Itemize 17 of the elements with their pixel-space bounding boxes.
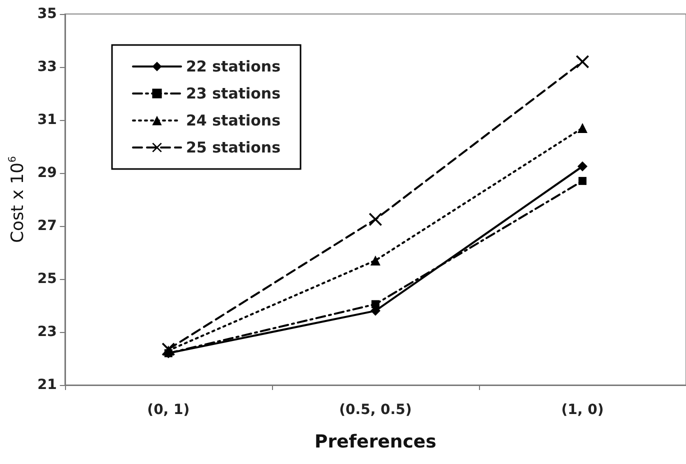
y-tick-label: 21 xyxy=(37,377,57,393)
x-axis-title: Preferences xyxy=(314,432,436,452)
legend-label: 25 stations xyxy=(186,138,281,156)
y-tick-label: 31 xyxy=(37,112,57,128)
y-tick-label: 33 xyxy=(37,59,57,75)
y-tick-label: 25 xyxy=(37,271,57,287)
y-tick-label: 23 xyxy=(37,324,57,340)
x-tick-label: (0.5, 0.5) xyxy=(339,402,412,418)
y-tick-label: 35 xyxy=(37,6,57,22)
legend-label: 22 stations xyxy=(186,58,281,76)
legend-label: 24 stations xyxy=(186,112,281,130)
y-tick-label: 27 xyxy=(37,218,57,234)
y-axis-title: Cost x 106 xyxy=(8,156,28,243)
y-tick-label: 29 xyxy=(37,165,57,181)
x-tick-label: (1, 0) xyxy=(561,402,604,418)
x-tick-label: (0, 1) xyxy=(147,402,190,418)
legend-label: 23 stations xyxy=(186,84,281,102)
